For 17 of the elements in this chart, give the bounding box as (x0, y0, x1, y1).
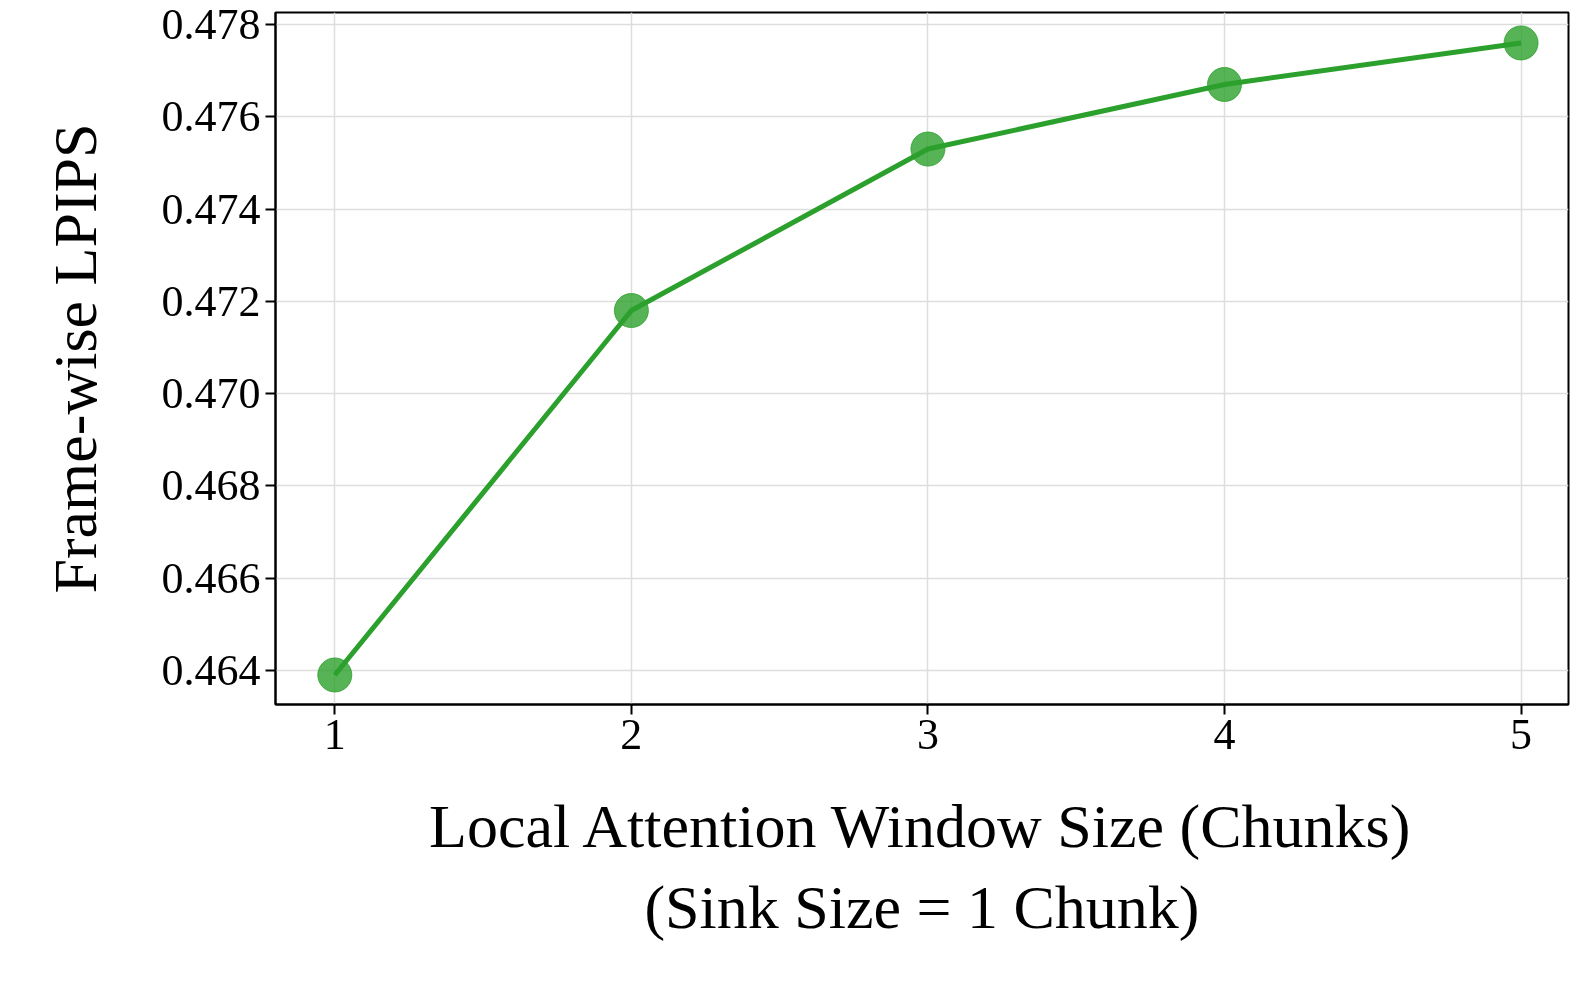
y-axis-title: Frame-wise LPIPS (40, 123, 109, 594)
y-tick-label: 0.468 (161, 461, 261, 511)
x-tick-label: 4 (1213, 709, 1236, 759)
point (1503, 25, 1539, 61)
y-tick-label: 0.478 (161, 0, 261, 49)
y-tick-label: 0.472 (161, 276, 261, 326)
y-tick-label: 0.476 (161, 92, 261, 142)
y-tick-label: 0.474 (161, 184, 261, 234)
y-tick-label: 0.464 (161, 645, 261, 695)
y-tick-label: 0.466 (161, 553, 261, 603)
y-tick-label: 0.470 (161, 369, 261, 419)
x-tick-label: 3 (916, 709, 939, 759)
x-axis-title: Local Attention Window Size (Chunks) (Sink Size = 1 Chunk) (429, 791, 1411, 943)
x-tick-label: 1 (323, 709, 346, 759)
point (317, 657, 353, 693)
x-tick-label: 2 (620, 709, 643, 759)
x-tick-label: 5 (1510, 709, 1533, 759)
